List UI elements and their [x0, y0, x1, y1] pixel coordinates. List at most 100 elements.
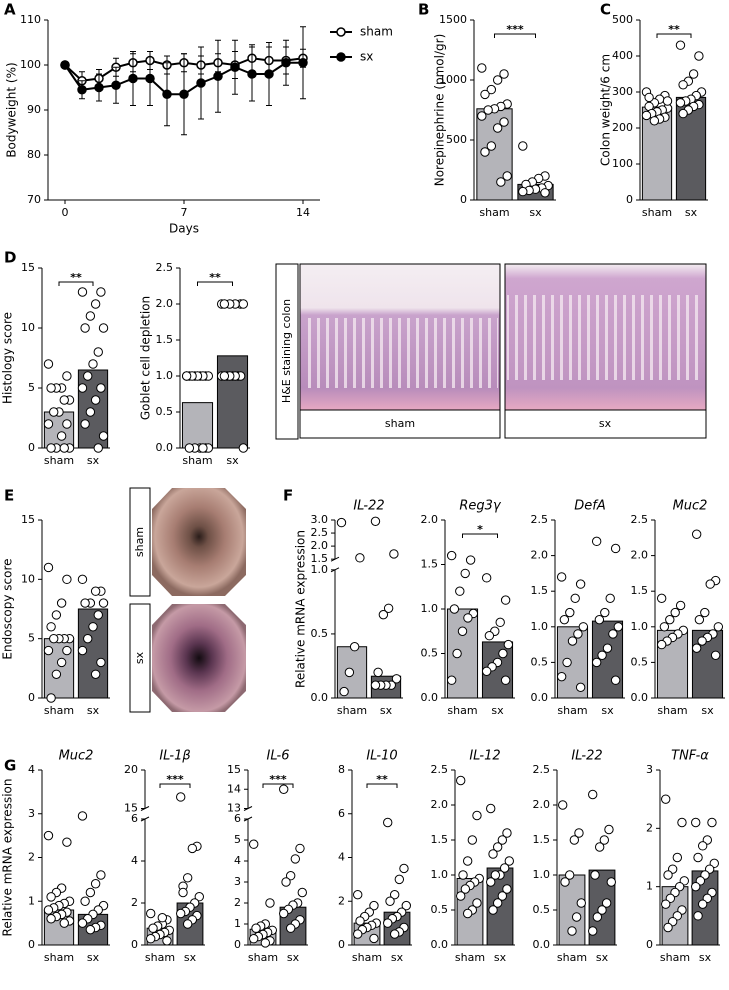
data-point	[83, 633, 93, 644]
data-point	[467, 835, 478, 845]
x-tick-label: sham	[352, 951, 382, 964]
data-point	[49, 633, 59, 644]
y-tick-label: 1.0	[533, 868, 551, 881]
data-point	[349, 642, 360, 652]
data-point	[370, 516, 381, 527]
data-point	[691, 881, 701, 892]
data-point	[184, 443, 195, 453]
data-point	[178, 887, 188, 898]
y-tick-label: 0.0	[431, 938, 449, 951]
data-point	[49, 407, 59, 417]
data-point	[455, 586, 465, 596]
data-point	[247, 69, 257, 79]
chart-title: IL-1β	[159, 749, 190, 764]
data-point	[697, 636, 707, 646]
data-point	[297, 887, 307, 898]
data-point	[59, 395, 69, 405]
x-tick-label: sx	[601, 704, 614, 717]
data-point	[569, 835, 580, 845]
data-point	[656, 593, 667, 604]
data-point	[697, 841, 708, 851]
data-point	[77, 918, 88, 928]
data-point	[51, 669, 62, 679]
image-label: sham	[385, 417, 415, 430]
y-tick-label: 0	[626, 193, 633, 206]
y-tick-label: 2.0	[531, 549, 549, 562]
data-point	[691, 817, 701, 828]
y-tick-label: 200	[612, 121, 633, 134]
data-point	[492, 898, 503, 908]
y-tick-label: 70	[27, 193, 41, 206]
data-point	[576, 898, 586, 908]
data-point	[659, 622, 670, 632]
data-point	[196, 78, 206, 88]
x-tick-label: sx	[596, 951, 609, 964]
data-point	[176, 792, 186, 802]
y-tick-label: 0	[28, 441, 35, 454]
data-point	[675, 40, 686, 50]
y-tick-label: 1.5	[431, 833, 449, 846]
y-tick-label: 2.5	[431, 763, 449, 776]
data-point	[562, 657, 572, 668]
y-tick-label: 80	[27, 148, 41, 161]
data-point	[264, 69, 274, 79]
data-point	[56, 431, 67, 441]
y-tick-label: 1	[28, 894, 35, 907]
data-point	[488, 905, 498, 915]
data-point	[281, 877, 291, 887]
data-point	[707, 817, 717, 828]
data-point	[285, 923, 296, 933]
x-tick-label: sx	[287, 951, 300, 964]
data-point	[249, 934, 259, 944]
data-point	[230, 62, 240, 72]
data-point	[128, 73, 138, 84]
y-tick-label: 2	[131, 896, 138, 909]
y-tick-label: 4	[28, 763, 35, 776]
y-tick-label: 0.5	[421, 647, 439, 660]
data-point	[567, 636, 578, 646]
data-point	[391, 674, 402, 684]
image-label: sx	[599, 417, 612, 430]
panel-letter: F	[283, 487, 293, 505]
data-point	[90, 395, 101, 405]
panel-letter: A	[4, 1, 16, 19]
image-label: sx	[133, 651, 146, 664]
data-point	[383, 817, 393, 828]
data-point	[83, 371, 93, 381]
y-tick-label: 4	[131, 854, 138, 867]
data-point	[446, 675, 457, 685]
data-point	[463, 613, 473, 623]
data-point	[483, 105, 493, 115]
y-tick-label: 0.0	[631, 691, 649, 704]
data-point	[564, 870, 575, 880]
data-point	[571, 912, 582, 922]
data-point	[77, 574, 88, 585]
chart-title: Muc2	[59, 749, 94, 764]
x-tick-label: sx	[699, 951, 712, 964]
data-point	[146, 934, 156, 944]
data-point	[339, 686, 349, 697]
data-point	[503, 639, 514, 650]
x-axis-label: Days	[169, 222, 199, 236]
y-tick-label: 500	[612, 13, 633, 26]
data-point	[336, 517, 347, 528]
significance-label: ***	[506, 23, 524, 36]
x-tick-label: sx	[87, 704, 100, 717]
x-tick-label: sham	[337, 704, 367, 717]
data-point	[497, 835, 508, 845]
data-point	[465, 555, 476, 565]
data-point	[675, 600, 686, 611]
chart-title: IL-10	[366, 749, 397, 764]
chart-title: IL-22	[353, 499, 384, 514]
data-point	[502, 828, 512, 838]
data-point	[77, 383, 88, 393]
y-tick-label: 2.0	[533, 798, 551, 811]
y-tick-label: 4	[338, 851, 345, 864]
data-point	[691, 529, 702, 539]
significance-label: **	[70, 271, 82, 284]
image-label-box	[299, 409, 501, 439]
data-point	[98, 598, 109, 608]
y-tick-label: 10	[21, 321, 35, 334]
data-point	[96, 287, 106, 297]
